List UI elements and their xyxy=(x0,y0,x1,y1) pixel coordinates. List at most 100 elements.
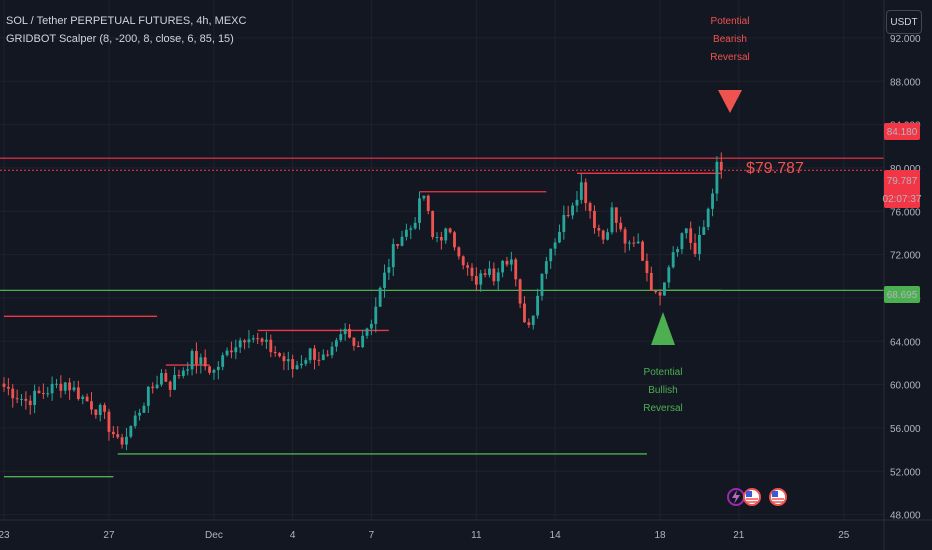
candle-body xyxy=(667,267,671,283)
candle-body xyxy=(444,228,448,241)
x-tick-label: 11 xyxy=(471,530,482,541)
last-price-tag-text: 79.787 xyxy=(887,176,918,187)
candle-body xyxy=(304,360,308,364)
candle-body xyxy=(299,363,303,366)
candle-body xyxy=(593,210,596,229)
x-tick-label: 21 xyxy=(733,530,745,541)
candle-body xyxy=(234,347,238,353)
candle-body xyxy=(120,437,124,445)
candle-body xyxy=(216,366,220,371)
candle-body xyxy=(453,232,456,248)
x-tick-label: Dec xyxy=(205,530,223,541)
candle-body xyxy=(98,405,102,415)
candle-body xyxy=(636,241,640,244)
candle-body xyxy=(50,383,54,394)
candle-body xyxy=(129,426,133,437)
candle-body xyxy=(41,392,45,394)
candle-body xyxy=(28,400,32,406)
candle-body xyxy=(654,290,658,293)
last-price-tag xyxy=(884,170,920,208)
x-tick-label: 18 xyxy=(654,530,666,541)
candle-body xyxy=(558,231,561,243)
symbol-title[interactable]: SOL / Tether PERPETUAL FUTURES, 4h, MEXC xyxy=(6,15,247,27)
candle-body xyxy=(623,229,627,244)
candle-body xyxy=(426,195,430,212)
candle-body xyxy=(212,370,216,373)
candle-body xyxy=(20,398,23,400)
candle-body xyxy=(435,236,439,238)
candle-body xyxy=(470,267,474,276)
candle-body xyxy=(514,259,518,280)
candle-body xyxy=(173,375,176,390)
currency-button[interactable]: USDT xyxy=(886,10,922,34)
candle-body xyxy=(562,214,566,232)
candle-body xyxy=(536,295,540,316)
candle-body xyxy=(330,346,334,356)
candle-body xyxy=(649,272,653,291)
candle-body xyxy=(579,182,583,200)
candle-body xyxy=(715,161,719,194)
candle-body xyxy=(663,282,666,296)
us-flag-icon[interactable] xyxy=(743,488,761,506)
candle-body xyxy=(540,273,544,296)
candle-body xyxy=(549,248,553,262)
bullish-annotation-line3: Reversal xyxy=(643,403,682,414)
candle-body xyxy=(107,411,111,432)
candle-body xyxy=(374,306,378,324)
price-tags: 84.180 79.787 02:07:37 68.695 xyxy=(883,123,922,303)
y-tick-label: 48.000 xyxy=(890,511,921,522)
candle-body xyxy=(553,242,557,249)
candle-body xyxy=(256,338,260,340)
candle-body xyxy=(286,359,290,362)
support-level-tag-text: 68.695 xyxy=(887,290,918,301)
candle-body xyxy=(439,236,443,241)
x-tick-label: 25 xyxy=(838,530,850,541)
candle-body xyxy=(164,373,168,382)
candle-body xyxy=(584,182,588,204)
candle-body xyxy=(492,268,496,282)
candle-body xyxy=(413,222,417,229)
candle-body xyxy=(601,230,605,240)
candle-body xyxy=(684,228,688,234)
candle-body xyxy=(501,260,505,273)
y-tick-label: 56.000 xyxy=(890,424,921,435)
y-tick-label: 76.000 xyxy=(890,207,921,218)
bullish-reversal-marker-icon xyxy=(651,312,675,345)
candle-body xyxy=(457,247,461,257)
candle-body xyxy=(295,365,299,370)
x-tick-label: 27 xyxy=(103,530,115,541)
candle-body xyxy=(11,388,15,399)
upper-level-tag-text: 84.180 xyxy=(887,127,918,138)
candle-body xyxy=(247,339,251,343)
x-tick-label: 23 xyxy=(0,530,10,541)
candle-body xyxy=(396,244,400,246)
candle-body xyxy=(24,398,28,401)
x-tick-label: 7 xyxy=(369,530,375,541)
indicator-title[interactable]: GRIDBOT Scalper (8, -200, 8, close, 6, 8… xyxy=(6,33,234,45)
candle-body xyxy=(505,260,509,265)
candle-body xyxy=(479,273,483,285)
candle-body xyxy=(365,328,369,336)
y-tick-label: 52.000 xyxy=(890,467,921,478)
candlestick-series xyxy=(2,152,723,451)
candle-body xyxy=(133,415,137,427)
us-flag-icon[interactable] xyxy=(769,488,787,506)
candle-body xyxy=(645,260,649,273)
candle-body xyxy=(68,382,72,391)
candle-body xyxy=(2,383,6,387)
candle-body xyxy=(243,340,246,343)
candle-body xyxy=(46,393,50,395)
candle-body xyxy=(326,354,330,356)
candle-body xyxy=(698,234,701,254)
candle-body xyxy=(571,205,575,216)
reversal-markers: Potential Bearish Reversal Potential Bul… xyxy=(643,16,804,414)
candle-body xyxy=(496,272,500,282)
candle-body xyxy=(230,350,233,353)
candle-body xyxy=(597,228,601,231)
candle-body xyxy=(199,357,203,365)
candle-body xyxy=(400,236,404,246)
candle-body xyxy=(146,386,150,406)
candle-body xyxy=(689,228,693,243)
lightning-icon[interactable] xyxy=(727,488,745,506)
